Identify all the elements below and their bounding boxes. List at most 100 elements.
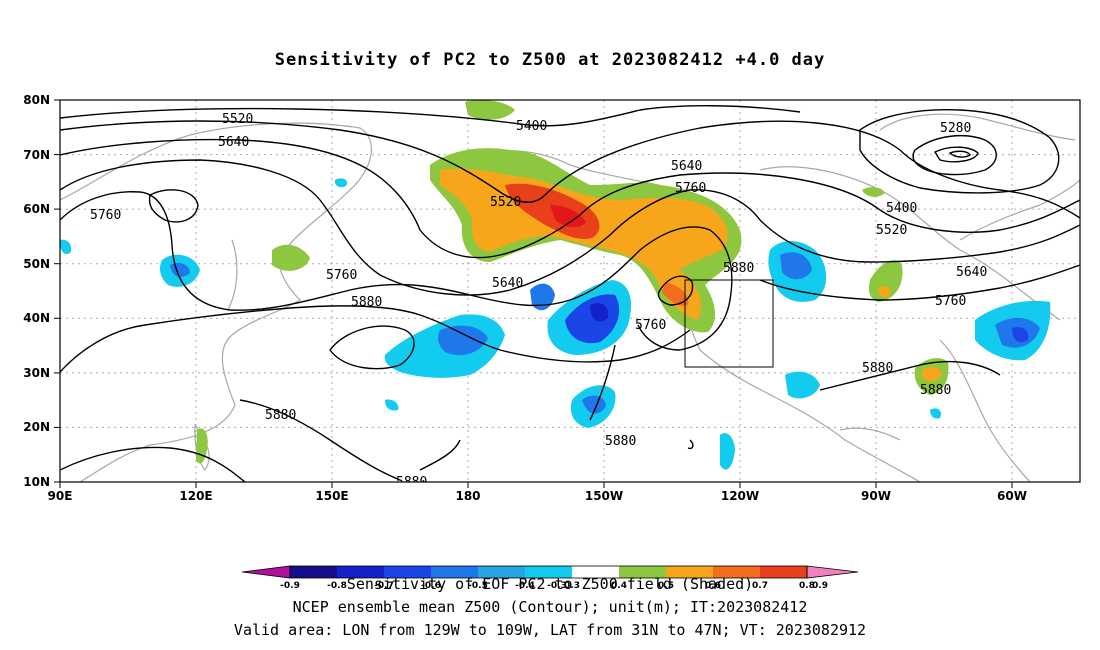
map-title: Sensitivity of PC2 to Z500 at 2023082412… <box>274 50 826 70</box>
colorbar-label: 0.9 <box>812 581 828 591</box>
contour-label: 5760 <box>675 181 706 196</box>
negative-central-pacific-inner <box>437 325 488 356</box>
latitude-labels: 80N 70N 60N 50N 40N 30N 20N 10N <box>23 93 50 489</box>
contour-label: 5520 <box>490 195 521 210</box>
colorbar-swatch <box>619 566 666 578</box>
contour-label: 5520 <box>222 112 253 127</box>
negative-atlantic-core <box>1012 327 1029 343</box>
lat-label: 10N <box>23 475 50 489</box>
lat-label: 80N <box>23 93 50 107</box>
lat-label: 70N <box>23 148 50 162</box>
lon-label: 90E <box>48 489 73 503</box>
positive-pacific-west <box>272 244 310 271</box>
contour-label: 5880 <box>920 383 951 398</box>
lon-label: 180 <box>455 489 480 503</box>
lat-label: 50N <box>23 257 50 271</box>
colorbar-swatch <box>760 566 807 578</box>
map-frame <box>59 99 1081 483</box>
colorbar-swatch <box>713 566 760 578</box>
colorbar-swatch <box>525 566 572 578</box>
lon-label: 120E <box>179 489 212 503</box>
z500-contours <box>60 105 1080 482</box>
negative-hawaii-core <box>590 303 609 322</box>
negative-hawaii-mid <box>565 294 620 344</box>
lon-label: 150E <box>315 489 348 503</box>
positive-east-1-orange <box>878 285 891 298</box>
contour-label: 5880 <box>605 434 636 449</box>
lat-label: 20N <box>23 420 50 434</box>
caption-contour: NCEP ensemble mean Z500 (Contour); unit(… <box>292 598 808 616</box>
contour-label: 5760 <box>635 318 666 333</box>
longitude-labels: 90E 120E 150E 180 150W 120W 90W 60W <box>48 489 1027 503</box>
colorbar-label: -0.4 <box>515 581 535 591</box>
negative-small-4 <box>385 399 399 411</box>
colorbar-label: 0.7 <box>752 581 768 591</box>
colorbar-label: 0.6 <box>705 581 721 591</box>
contour-label: 5880 <box>396 475 427 490</box>
negative-small-2 <box>334 178 348 188</box>
colorbar-label: -0.5 <box>468 581 488 591</box>
negative-south-inner <box>582 395 606 414</box>
colorbar-label: 0.4 <box>611 581 627 591</box>
contour-label: 5880 <box>265 408 296 423</box>
contour-labels: 5400 5280 5520 5640 5760 5520 5640 5760 … <box>90 112 987 490</box>
contour-label: 5640 <box>956 265 987 280</box>
contour-label: 5880 <box>723 261 754 276</box>
caption-shading: Sensitivity of EOF PC2 to Z500 field (Sh… <box>346 575 754 593</box>
colorbar-swatch <box>290 566 337 578</box>
positive-east-1 <box>868 260 903 302</box>
negative-rockies-inner <box>780 252 812 280</box>
colorbar-swatch <box>431 566 478 578</box>
contour-label: 5760 <box>90 208 121 223</box>
positive-region-orange-2 <box>662 282 689 306</box>
colorbar-label: 0.3 <box>564 581 580 591</box>
colorbar-label: -0.8 <box>327 581 347 591</box>
contour-label: 5640 <box>671 159 702 174</box>
contour-label: 5880 <box>862 361 893 376</box>
positive-region-orange <box>440 168 728 320</box>
contour-label: 5640 <box>492 276 523 291</box>
colorbar-label: 0.8 <box>799 581 815 591</box>
contour-label: 5400 <box>886 201 917 216</box>
axis-ticks <box>54 99 1013 488</box>
colorbar-label: -0.6 <box>421 581 441 591</box>
colorbar-swatch <box>478 566 525 578</box>
map-plot-area: 5400 5280 5520 5640 5760 5520 5640 5760 … <box>60 100 1080 490</box>
contour-label: 5280 <box>940 121 971 136</box>
negative-small-5 <box>930 408 942 419</box>
negative-small-3 <box>60 239 72 254</box>
colorbar-outline <box>806 565 859 579</box>
lat-label: 60N <box>23 202 50 216</box>
contour-label: 5880 <box>351 295 382 310</box>
colorbar-swatch <box>572 566 619 578</box>
colorbar-swatch <box>337 566 384 578</box>
colorbar-label: -0.3 <box>547 581 567 591</box>
negative-west-hawaii <box>530 283 555 311</box>
caption-valid-area: Valid area: LON from 129W to 109W, LAT f… <box>233 621 867 639</box>
colorbar-outline <box>241 565 291 579</box>
colorbar-label: -0.7 <box>374 581 394 591</box>
positive-small-1 <box>862 187 885 197</box>
contour-label: 5760 <box>326 268 357 283</box>
colorbar-label: 0.5 <box>658 581 674 591</box>
colorbar-label: -0.9 <box>280 581 300 591</box>
colorbar-swatch <box>242 566 290 578</box>
lat-label: 30N <box>23 366 50 380</box>
negative-small-1 <box>720 433 735 470</box>
lon-label: 60W <box>997 489 1027 503</box>
lon-label: 150W <box>585 489 623 503</box>
negative-mexico <box>785 371 820 399</box>
colorbar-swatch <box>384 566 431 578</box>
lon-label: 120W <box>721 489 759 503</box>
contour-label: 5400 <box>516 119 547 134</box>
positive-region-darkred <box>550 205 586 228</box>
contour-label: 5760 <box>935 294 966 309</box>
lon-label: 90W <box>861 489 891 503</box>
colorbar-swatch <box>807 566 858 578</box>
contour-label: 5640 <box>218 135 249 150</box>
colorbar-swatch <box>666 566 713 578</box>
colorbar: -0.9 -0.8 -0.7 -0.6 -0.5 -0.4 -0.3 0.3 0… <box>241 565 859 591</box>
positive-top <box>465 100 515 120</box>
positive-east-2-orange <box>922 366 942 382</box>
